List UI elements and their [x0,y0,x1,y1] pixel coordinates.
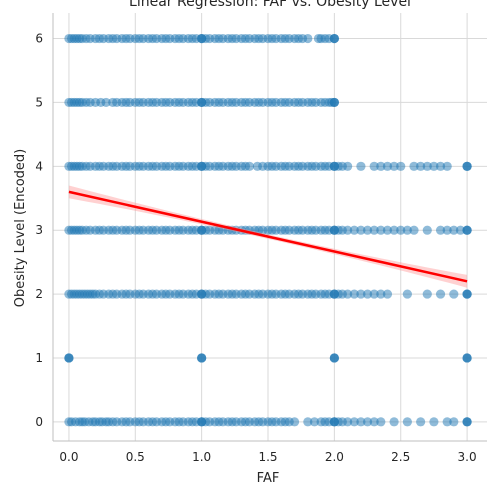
x-tick-label: 0.5 [126,450,145,464]
y-tick-label: 5 [35,95,43,109]
data-point [382,289,393,299]
data-point [402,225,412,235]
data-point [462,353,472,363]
data-point [449,417,459,427]
data-point [422,161,432,171]
data-point [376,161,386,171]
data-point [362,289,373,299]
data-point [455,225,466,235]
data-point [422,289,432,299]
y-tick-label: 4 [35,159,43,173]
data-point [435,225,446,235]
data-point [356,225,366,235]
data-point [396,161,406,171]
data-point [349,289,359,299]
data-point [449,289,459,299]
data-point [462,289,472,299]
data-point [329,33,339,44]
data-point [376,417,386,427]
y-axis-label: Obesity Level (Encoded) [13,149,28,307]
x-axis-label: FAF [257,471,280,486]
data-point [369,225,379,235]
data-point [309,417,320,427]
data-point [362,225,373,235]
data-point [369,161,379,171]
axes [52,13,487,442]
data-point [244,161,255,171]
data-point [369,289,379,299]
y-tick-label: 2 [35,287,43,301]
data-point [382,225,393,235]
data-point [416,417,426,427]
data-point [349,417,359,427]
data-point [409,225,419,235]
data-point [396,225,406,235]
data-point [289,417,300,427]
regression-line [68,190,468,283]
x-tick-label: 0.0 [59,450,78,464]
y-tick-label: 3 [35,223,43,237]
data-point [449,225,459,235]
data-point [343,289,353,299]
data-point [409,161,419,171]
data-point [402,289,412,299]
data-point [402,417,412,427]
data-point [429,417,439,427]
data-point [462,161,472,171]
ticks: 0.0 0.5 1.0 1.5 2.0 2.5 3.0 0 1 2 3 4 5 6 [35,32,476,464]
y-tick-label: 1 [35,351,43,365]
data-point [462,225,472,235]
data-point [442,161,452,171]
data-point [369,417,379,427]
data-point [356,417,366,427]
data-point [389,161,399,171]
data-point [329,353,339,363]
regression [68,185,468,288]
data-point [435,289,446,299]
data-point [382,161,393,171]
data-point [303,417,313,427]
data-point [389,225,399,235]
data-point [303,33,313,44]
data-point [416,161,426,171]
data-point [362,417,373,427]
y-tick-label: 0 [35,415,43,429]
data-point [343,161,353,171]
y-tick-label: 6 [35,32,43,46]
data-point [429,161,439,171]
data-point [442,417,452,427]
data-point [343,225,353,235]
data-point [376,225,386,235]
chart-title: Linear Regression: FAF vs. Obesity Level [129,0,411,10]
data-point [329,97,339,108]
x-tick-label: 3.0 [458,450,477,464]
data-point [343,417,353,427]
data-point [422,225,432,235]
data-point [389,417,399,427]
data-point [356,289,366,299]
x-tick-label: 2.5 [391,450,410,464]
data-point [349,225,359,235]
data-point [197,353,207,363]
data-point [356,161,366,171]
x-tick-label: 1.5 [258,450,277,464]
x-tick-label: 2.0 [325,450,344,464]
x-tick-label: 1.0 [192,450,211,464]
data-point [64,353,74,363]
data-point [442,225,452,235]
data-point [376,289,386,299]
data-point [435,161,446,171]
scatter-points [64,33,472,427]
data-point [462,417,472,427]
data-point [101,97,111,108]
